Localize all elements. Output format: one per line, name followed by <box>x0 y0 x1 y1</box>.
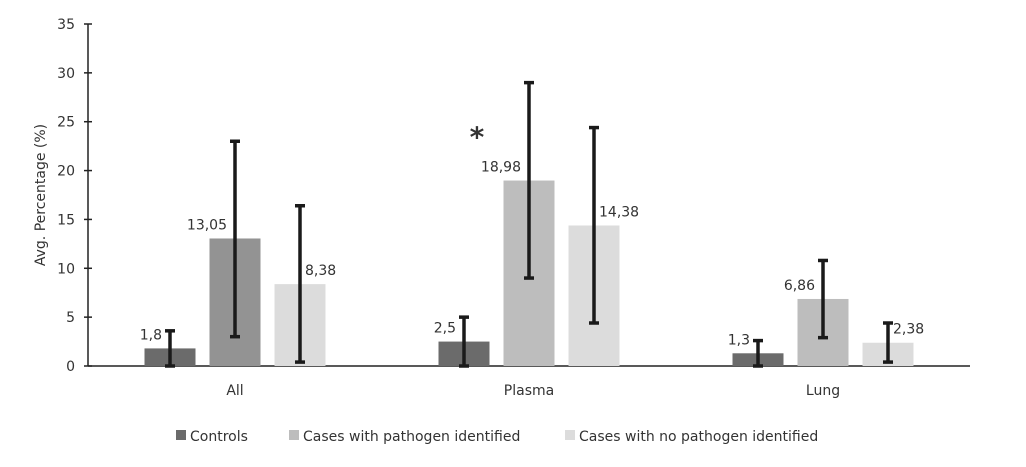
significance-annotation: * <box>470 120 485 153</box>
legend-swatch <box>565 430 575 440</box>
data-label: 13,05 <box>187 217 227 233</box>
data-label: 14,38 <box>599 204 639 220</box>
data-label: 1,3 <box>728 332 750 348</box>
y-tick-label: 35 <box>57 17 75 33</box>
legend: Controls Cases with pathogen identified Ca… <box>176 429 818 445</box>
x-tick-label: All <box>226 383 243 399</box>
y-tick-label: 15 <box>57 212 75 228</box>
data-label: 8,38 <box>305 263 336 279</box>
data-label: 1,8 <box>140 327 162 343</box>
y-axis-label: Avg. Percentage (%) <box>33 124 49 266</box>
y-tick-label: 10 <box>57 261 75 277</box>
legend-swatch <box>176 430 186 440</box>
x-tick-label: Lung <box>806 383 840 399</box>
legend-label: Cases with no pathogen identified <box>579 429 818 445</box>
x-tick-label: Plasma <box>504 383 554 399</box>
legend-label: Cases with pathogen identified <box>303 429 520 445</box>
legend-swatch <box>289 430 299 440</box>
y-tick-label: 25 <box>57 115 75 131</box>
data-label: 2,5 <box>434 321 456 337</box>
y-tick-label: 30 <box>57 66 75 82</box>
y-tick-label: 5 <box>66 310 75 326</box>
y-tick-label: 20 <box>57 164 75 180</box>
data-label: 6,86 <box>784 278 815 294</box>
y-tick-label: 0 <box>66 359 75 375</box>
data-label: 2,38 <box>893 322 924 338</box>
data-label: 18,98 <box>481 160 521 176</box>
legend-label: Controls <box>190 429 248 445</box>
